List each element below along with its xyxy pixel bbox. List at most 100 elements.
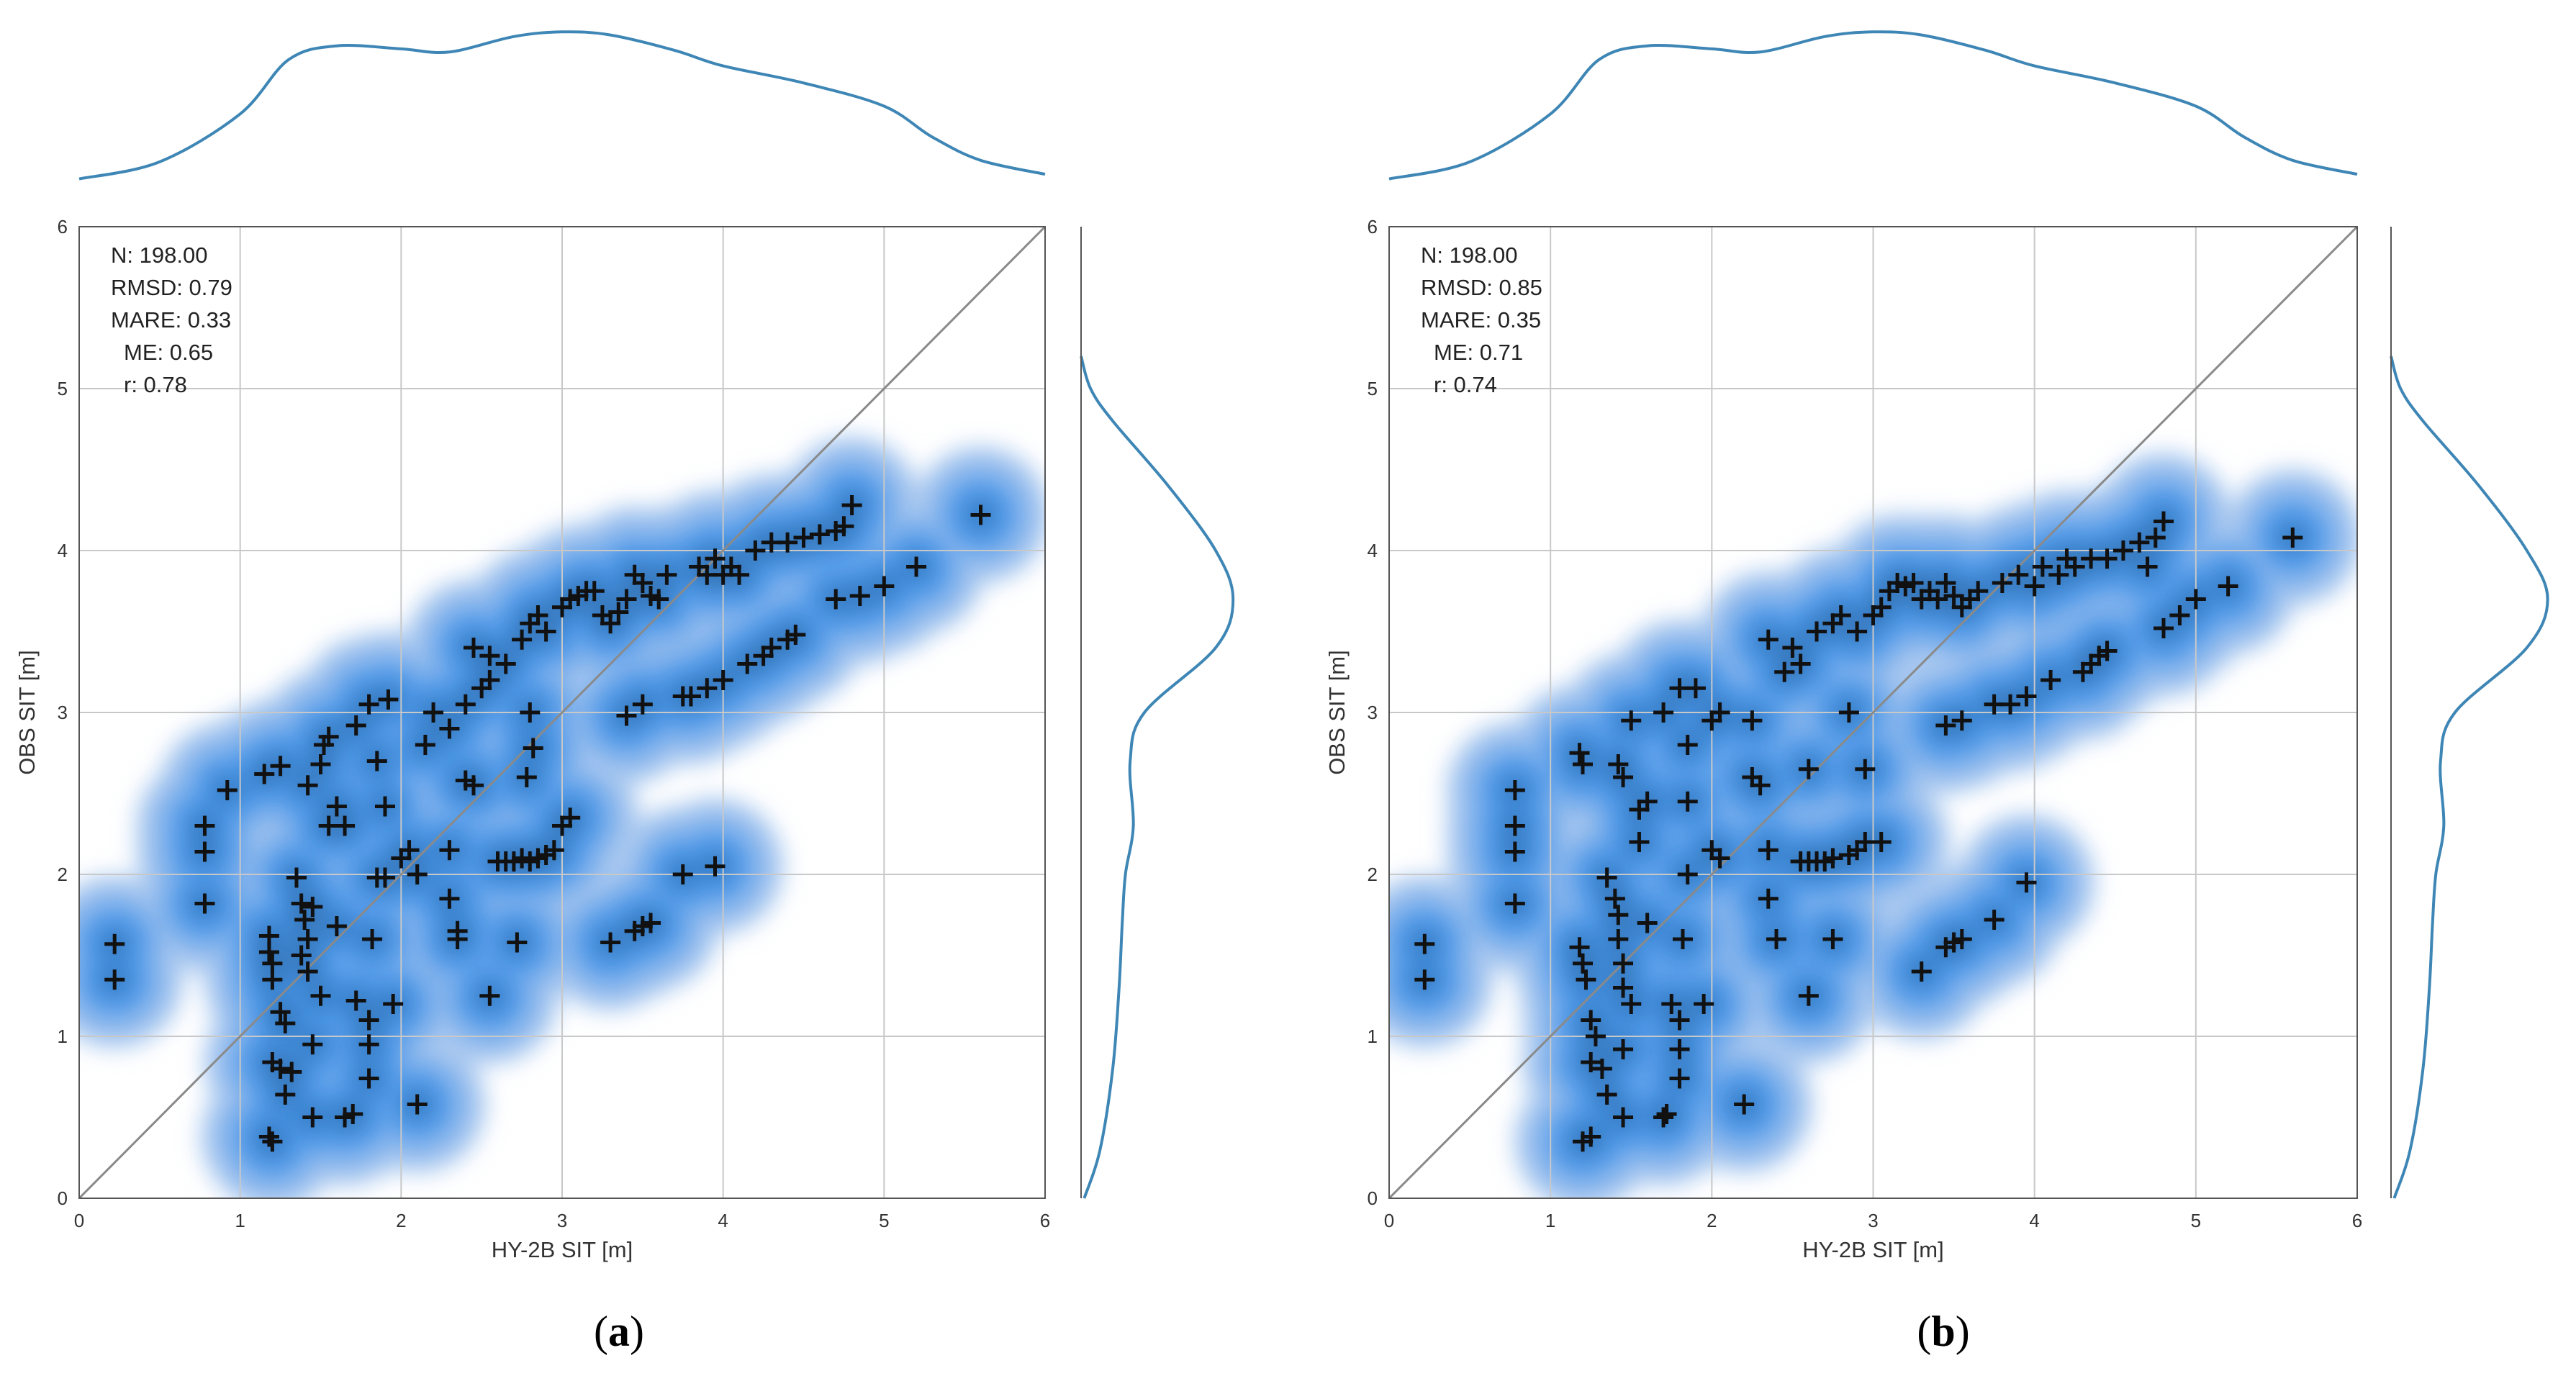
marginal-x-density-curve xyxy=(78,30,1046,181)
data-point xyxy=(1656,1104,1677,1124)
data-point xyxy=(1414,933,1435,954)
data-point xyxy=(1669,1039,1690,1059)
y-tick-label: 5 xyxy=(58,378,68,399)
data-point xyxy=(793,528,814,548)
data-point xyxy=(358,1068,379,1089)
data-point xyxy=(366,751,387,771)
data-point xyxy=(1951,710,1972,731)
x-tick-label: 2 xyxy=(396,1210,406,1231)
data-point xyxy=(479,985,500,1006)
y-tick-label: 2 xyxy=(58,864,68,885)
data-point xyxy=(616,705,637,726)
data-point xyxy=(1613,977,1634,998)
panel-label: (a) xyxy=(594,1308,644,1355)
x-tick-label: 2 xyxy=(1707,1210,1717,1231)
x-axis-label: HY-2B SIT [m] xyxy=(1802,1237,1943,1262)
data-point xyxy=(1591,1059,1612,1079)
data-point xyxy=(2041,670,2061,690)
data-point xyxy=(833,516,854,537)
data-point xyxy=(1758,888,1779,909)
data-point xyxy=(345,715,366,736)
data-point xyxy=(1734,1094,1755,1115)
x-axis-label: HY-2B SIT [m] xyxy=(492,1237,633,1262)
data-point xyxy=(495,653,516,674)
data-point xyxy=(286,867,307,888)
data-point xyxy=(826,589,846,610)
y-tick-label: 1 xyxy=(58,1026,68,1047)
data-point xyxy=(1581,1126,1601,1147)
data-point xyxy=(1750,775,1771,796)
data-point xyxy=(1629,832,1650,852)
y-tick-label: 4 xyxy=(58,540,68,561)
data-point xyxy=(1822,929,1843,949)
data-point xyxy=(1504,780,1525,800)
data-point xyxy=(291,945,312,966)
tick-labels: 0 1 2 3 4 5 6 0 1 2 3 4 5 6 xyxy=(58,216,1051,1231)
identity-line xyxy=(78,225,1047,1200)
data-point xyxy=(439,888,460,909)
data-point xyxy=(1968,581,1989,602)
data-point xyxy=(632,694,653,715)
data-point xyxy=(1709,702,1730,723)
data-point xyxy=(809,524,830,545)
data-point xyxy=(297,775,318,796)
data-point xyxy=(600,932,621,953)
y-tick-label: 6 xyxy=(58,216,68,237)
data-point xyxy=(1653,702,1674,723)
data-point xyxy=(439,718,460,739)
marginal-x-density-curve xyxy=(1388,30,2358,181)
data-point xyxy=(415,735,435,755)
data-point xyxy=(1677,864,1698,884)
data-point xyxy=(600,613,621,634)
data-point xyxy=(516,767,537,787)
data-point xyxy=(1653,1107,1674,1128)
data-point xyxy=(479,670,500,690)
data-point xyxy=(1637,791,1658,812)
stat-line: RMSD: 0.79 xyxy=(111,275,232,300)
data-point xyxy=(2112,540,2133,561)
data-point xyxy=(1621,994,1642,1014)
data-point xyxy=(1576,969,1596,990)
panel-label: (b) xyxy=(1917,1308,1969,1355)
data-point xyxy=(262,969,283,990)
data-point xyxy=(302,1107,323,1128)
stat-line: MARE: 0.33 xyxy=(111,307,231,332)
x-tick-label: 1 xyxy=(1545,1210,1555,1231)
data-point xyxy=(1709,848,1730,869)
y-tick-label: 4 xyxy=(1368,540,1378,561)
data-point xyxy=(297,929,318,949)
density-level-6 xyxy=(1416,512,2302,1151)
data-point xyxy=(523,738,543,759)
data-point xyxy=(455,694,476,715)
data-point xyxy=(439,840,460,861)
x-tick-label: 5 xyxy=(879,1210,889,1231)
data-point xyxy=(326,796,347,817)
data-point xyxy=(374,867,395,888)
y-tick-label: 6 xyxy=(1368,216,1378,237)
data-point xyxy=(258,942,279,962)
data-point xyxy=(275,1013,296,1033)
data-point xyxy=(104,933,125,954)
data-point xyxy=(258,1126,279,1147)
x-tick-label: 6 xyxy=(2352,1210,2362,1231)
stat-line: MARE: 0.35 xyxy=(1421,307,1541,332)
data-point xyxy=(297,961,318,982)
data-point xyxy=(2048,564,2069,585)
data-point xyxy=(407,864,428,884)
data-point xyxy=(1569,937,1590,958)
data-point xyxy=(1943,586,1964,606)
data-point xyxy=(2169,605,2190,625)
data-point xyxy=(1685,678,1706,699)
data-point xyxy=(1613,1039,1634,1059)
data-point xyxy=(194,841,215,862)
data-point xyxy=(745,540,766,561)
data-point xyxy=(1581,1052,1601,1072)
data-point xyxy=(1677,791,1698,812)
data-point xyxy=(1604,888,1625,909)
x-tick-label: 0 xyxy=(1384,1210,1394,1231)
data-point xyxy=(1613,1107,1634,1128)
data-point xyxy=(1669,1068,1690,1089)
data-point xyxy=(1903,573,1924,593)
data-point xyxy=(648,589,669,610)
data-point xyxy=(254,764,275,784)
